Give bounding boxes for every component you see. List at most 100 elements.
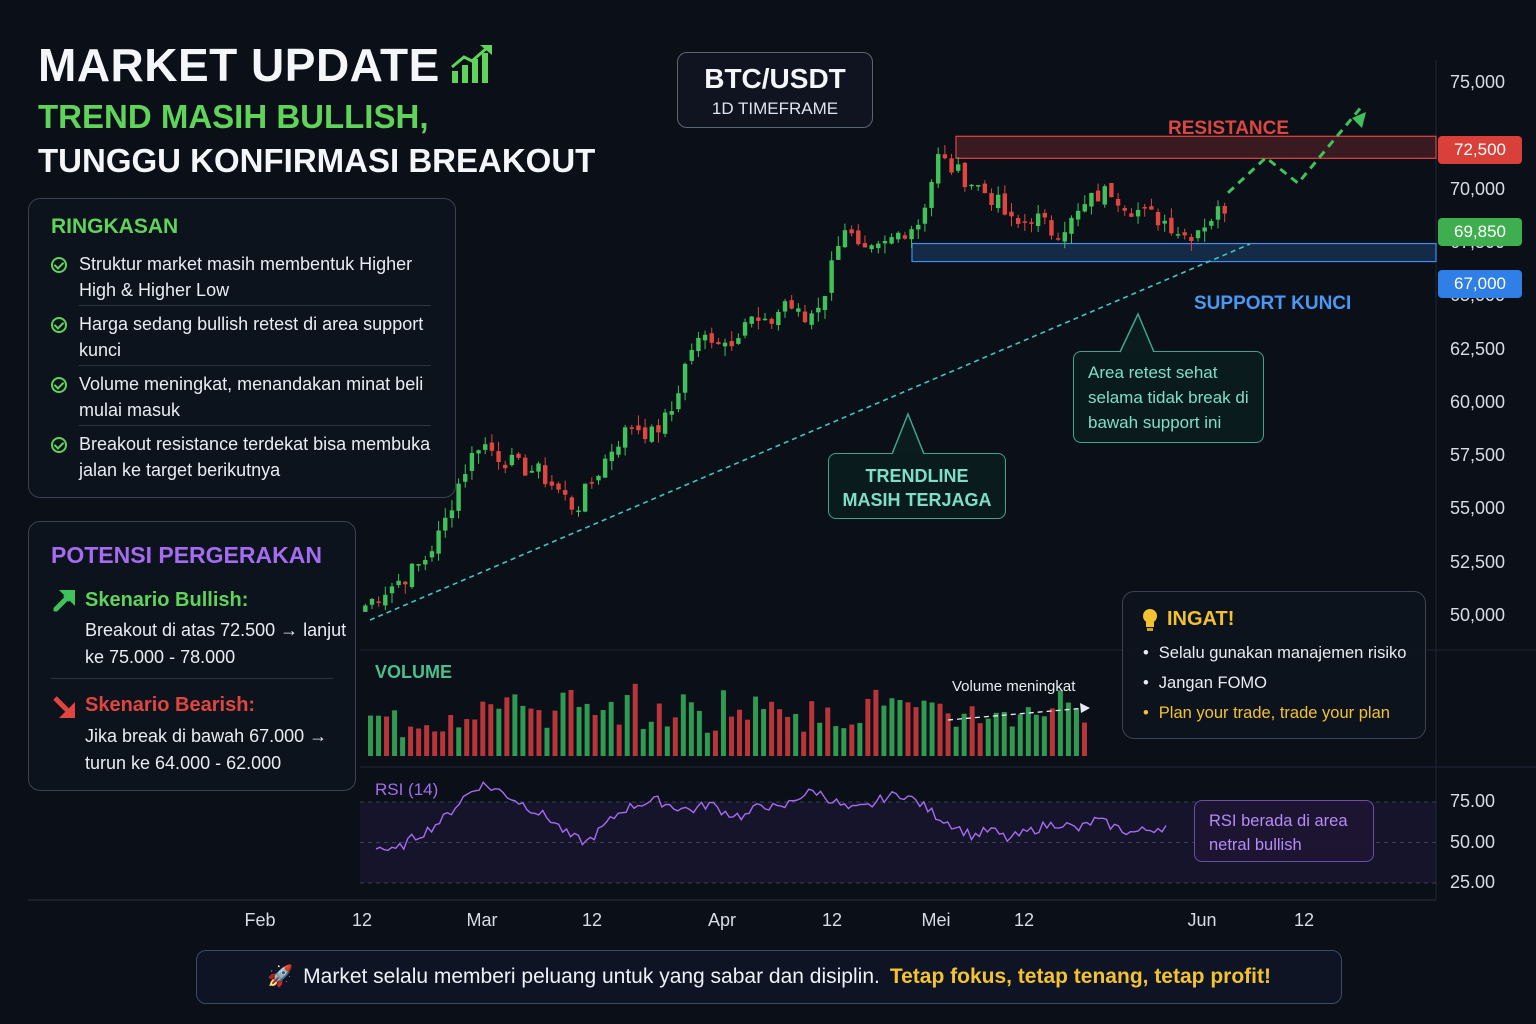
pair-symbol: BTC/USDT <box>704 63 846 94</box>
candle-body <box>609 451 615 462</box>
volume-bar <box>1025 707 1031 756</box>
candle-body <box>749 316 754 324</box>
volume-bar <box>688 702 694 756</box>
candle-body <box>796 308 801 312</box>
candle-body <box>636 425 641 431</box>
candle-body <box>1102 186 1107 205</box>
retest-callout: Area retest sehat selama tidak break di … <box>1073 351 1264 443</box>
lightbulb-icon <box>1143 609 1157 631</box>
volume-bar <box>376 715 381 756</box>
candle-body <box>716 342 721 345</box>
candle-body <box>469 453 475 471</box>
rsi-callout: RSI berada di area netral bullish <box>1194 800 1374 862</box>
candle-body <box>889 237 894 244</box>
volume-bar <box>408 726 414 756</box>
candle-body <box>1122 208 1127 211</box>
volume-bar <box>456 727 462 756</box>
support-label: SUPPORT KUNCI <box>1194 293 1352 314</box>
candle-body <box>529 470 535 473</box>
y-tick-label: 60,000 <box>1450 391 1506 412</box>
candle-body <box>569 497 575 510</box>
potential-panel: POTENSI PERGERAKAN Skenario Bullish: Bre… <box>28 521 356 791</box>
potential-title: POTENSI PERGERAKAN <box>51 542 322 568</box>
candle-body <box>556 483 561 490</box>
volume-bar <box>720 690 726 756</box>
candle-body <box>929 181 934 208</box>
candle-body <box>816 307 821 313</box>
candle-body <box>742 322 748 336</box>
support-zone <box>911 242 1437 263</box>
candle-body <box>829 260 834 293</box>
volume-bar <box>384 716 390 756</box>
candle-body <box>1202 227 1207 232</box>
candle-body <box>689 349 694 361</box>
subtitle-breakout: TUNGGU KONFIRMASI BREAKOUT <box>38 142 596 179</box>
volume-bar <box>440 731 446 756</box>
summary-panel: RINGKASAN Struktur market masih membentu… <box>28 198 456 498</box>
volume-bar <box>985 718 991 756</box>
candle-body <box>1142 207 1147 209</box>
candle-body <box>1129 213 1134 217</box>
volume-bar <box>737 709 742 756</box>
candle-body <box>503 464 508 469</box>
candle-body <box>1049 220 1054 236</box>
candle-body <box>1175 234 1181 236</box>
candle-body <box>856 230 861 245</box>
x-tick-label: Apr <box>707 910 736 930</box>
candle-body <box>456 483 461 511</box>
volume-bar <box>400 737 406 756</box>
candle-body <box>389 586 395 594</box>
summary-title: RINGKASAN <box>51 215 179 238</box>
x-tick-label: 12 <box>351 910 373 930</box>
candle-body <box>656 425 661 433</box>
resistance-zone <box>955 135 1437 159</box>
bullish-text: Breakout di atas 72.500 → lanjut ke 75.0… <box>85 620 347 667</box>
volume-bar <box>624 695 630 756</box>
x-tick-label: 12 <box>1013 910 1035 930</box>
divider <box>51 678 333 679</box>
resistance-price-tag: 72,500 <box>1438 136 1522 164</box>
candle-body <box>1195 230 1201 239</box>
volume-bar <box>656 703 662 756</box>
rsi-tick-label: 50.00 <box>1450 831 1496 852</box>
volume-bar <box>680 694 686 756</box>
footer-text: Market selalu memberi peluang untuk yang… <box>303 965 880 988</box>
footer-highlight: Tetap fokus, tetap tenang, tetap profit! <box>889 965 1271 988</box>
candle-body <box>1015 218 1021 224</box>
candle-body <box>962 162 968 188</box>
candle-body <box>1182 232 1187 236</box>
arrow-up-icon <box>53 590 75 612</box>
candle-body <box>949 158 954 173</box>
rocket-icon: 🚀 <box>267 965 294 988</box>
resistance-label: RESISTANCE <box>1168 118 1290 139</box>
volume-bar <box>464 719 470 756</box>
candle-body <box>409 563 415 587</box>
candle-body <box>849 229 854 234</box>
candle-body <box>496 451 501 462</box>
candle-body <box>702 334 708 341</box>
candle-body <box>862 243 868 248</box>
volume-bar <box>544 727 550 756</box>
y-tick-label: 70,000 <box>1450 178 1506 199</box>
footer-banner: 🚀 Market selalu memberi peluang untuk yan… <box>196 950 1342 1004</box>
volume-bar <box>592 714 598 756</box>
volume-bar <box>873 689 879 756</box>
volume-bar <box>448 714 454 756</box>
candle-body <box>1189 236 1194 242</box>
candle-body <box>922 207 928 224</box>
y-tick-label: 57,500 <box>1450 445 1506 466</box>
volume-bar <box>608 701 614 756</box>
candle-body <box>416 564 421 566</box>
candle-body <box>516 453 521 458</box>
candle-body <box>789 300 794 309</box>
candle-body <box>1169 217 1174 234</box>
volume-bar <box>480 701 486 756</box>
volume-bar <box>568 689 574 756</box>
candle-body <box>1222 205 1227 214</box>
candle-body <box>443 517 448 531</box>
reminder-item: Selalu gunakan manajemen risiko <box>1143 644 1407 663</box>
volume-bar <box>704 732 710 756</box>
rsi-tick-label: 75.00 <box>1450 791 1496 811</box>
trendline-callout-pointer <box>891 411 925 455</box>
candle-body <box>1162 220 1167 224</box>
